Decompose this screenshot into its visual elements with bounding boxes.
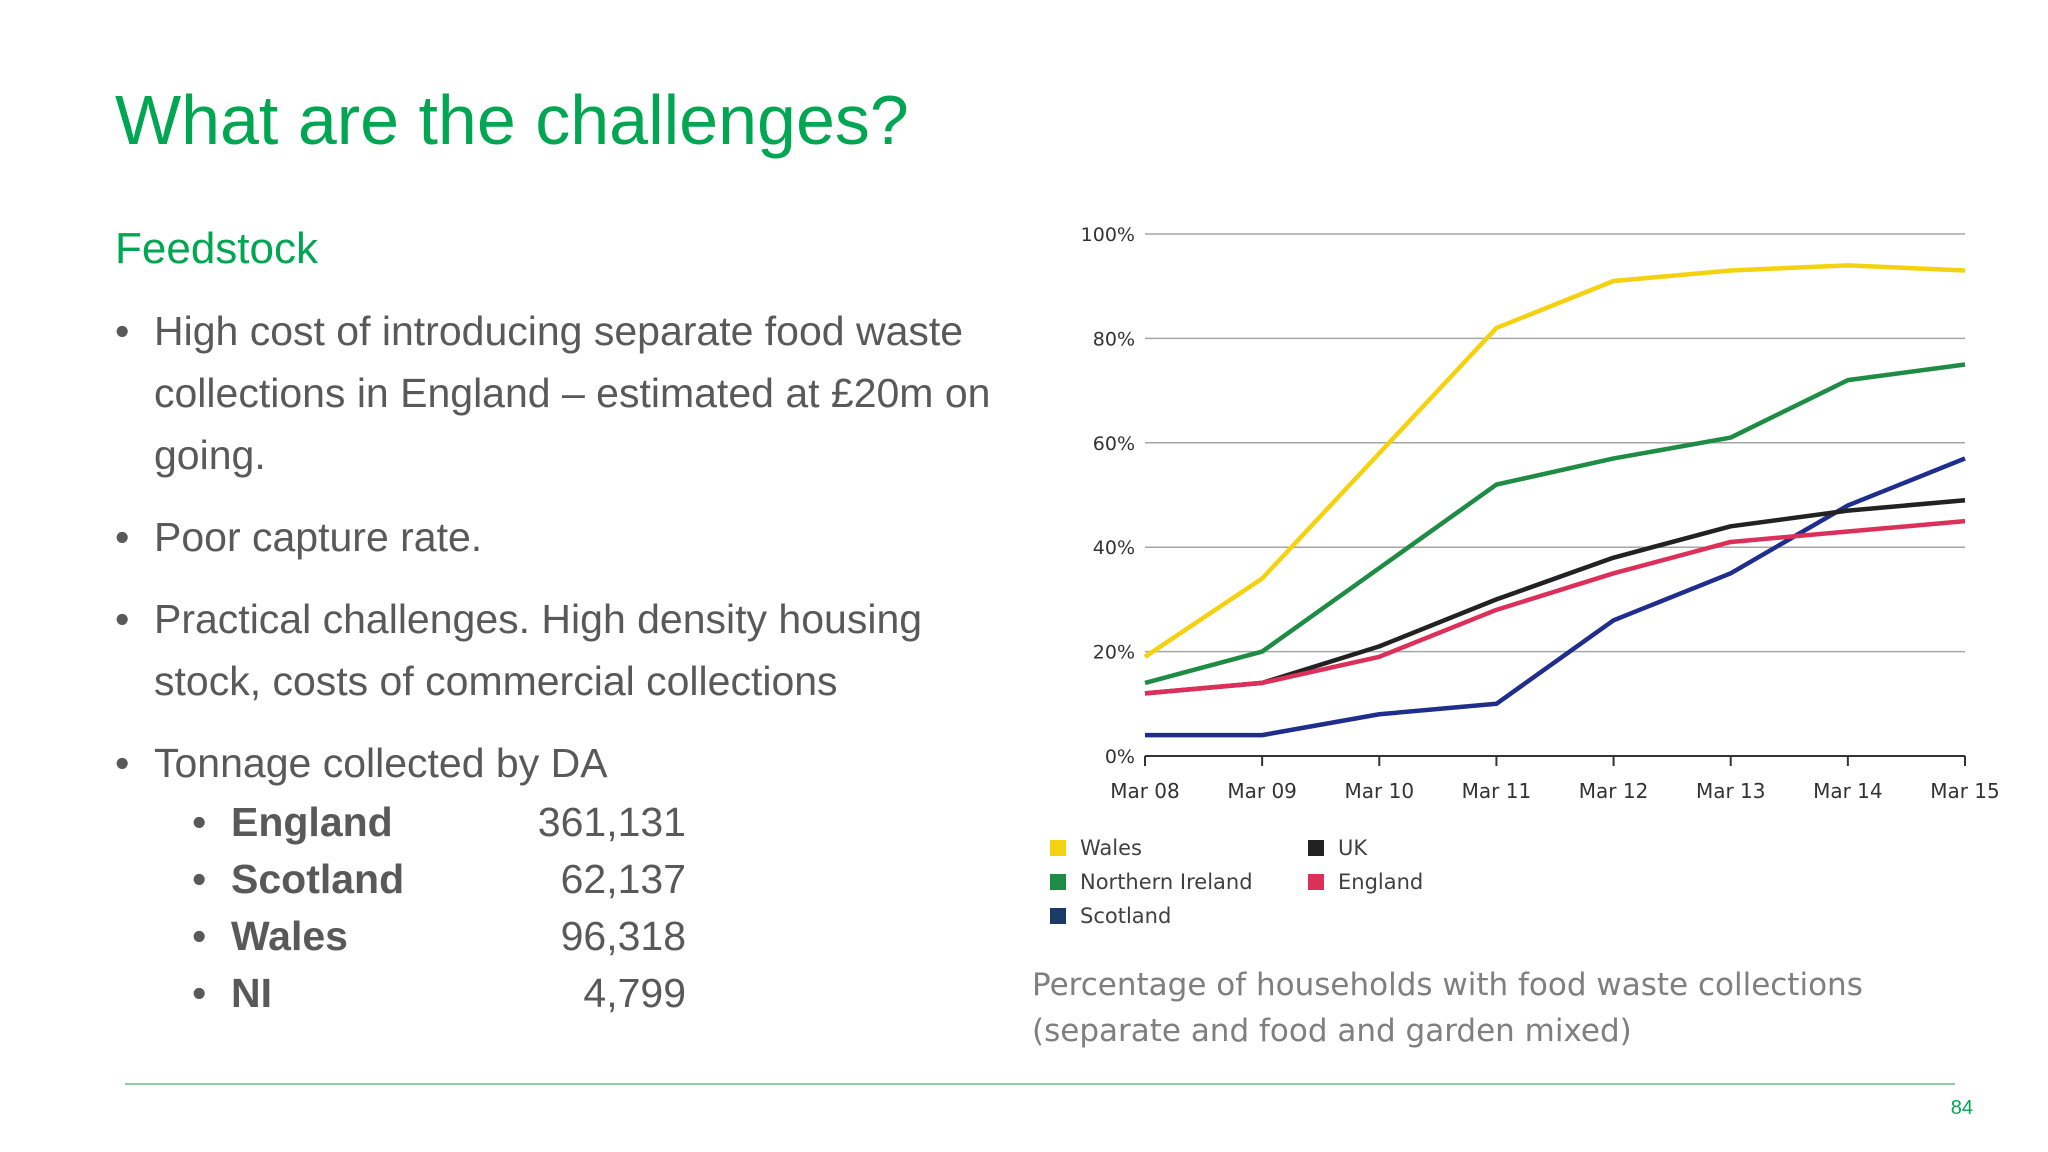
tonnage-region: England — [231, 799, 393, 845]
y-tick-label: 40% — [1093, 537, 1135, 559]
legend-swatch — [1050, 840, 1066, 856]
x-tick-label: Mar 12 — [1579, 779, 1649, 803]
x-tick-label: Mar 14 — [1813, 779, 1883, 803]
page-number: 84 — [1950, 1097, 1973, 1119]
series-line-wales — [1143, 263, 1966, 659]
tonnage-value: 4,799 — [583, 970, 686, 1016]
legend-label: Scotland — [1080, 904, 1172, 928]
tonnage-value: 96,318 — [560, 913, 686, 959]
x-tick-label: Mar 10 — [1345, 779, 1415, 803]
legend-label: Northern Ireland — [1080, 870, 1253, 894]
y-tick-label: 100% — [1081, 224, 1135, 246]
tonnage-row: England 361,131 — [192, 794, 1015, 851]
legend-swatch — [1308, 874, 1324, 890]
bullet-list: High cost of introducing separate food w… — [115, 300, 1015, 1022]
bullet-text: High cost of introducing separate food w… — [154, 308, 991, 478]
bullet-item: Tonnage collected by DA England 361,131 S… — [115, 732, 1015, 1022]
series-line-england — [1144, 518, 1966, 696]
legend-item: Wales — [1050, 836, 1142, 860]
bullet-item: High cost of introducing separate food w… — [115, 300, 1015, 486]
footer-divider — [125, 1083, 1955, 1085]
legend-swatch — [1308, 840, 1324, 856]
legend-item: England — [1308, 870, 1423, 894]
chart-legend: Wales UK Northern Ireland England Scotland — [1050, 836, 1570, 946]
tonnage-row: NI 4,799 — [192, 965, 1015, 1022]
bullet-item: Practical challenges. High density housi… — [115, 588, 1015, 712]
tonnage-value: 361,131 — [537, 799, 686, 845]
legend-label: UK — [1338, 836, 1368, 860]
bullet-text: Tonnage collected by DA — [154, 740, 608, 786]
tonnage-value: 62,137 — [560, 856, 686, 902]
legend-label: Wales — [1080, 836, 1142, 860]
bullet-text: Poor capture rate. — [154, 514, 483, 560]
legend-label: England — [1338, 870, 1424, 894]
tonnage-row: Scotland 62,137 — [192, 851, 1015, 908]
tonnage-list: England 361,131 Scotland 62,137 Wales 96,31… — [154, 794, 1015, 1022]
y-tick-label: 0% — [1105, 746, 1135, 768]
tonnage-region: NI — [231, 970, 272, 1016]
section-subtitle: Feedstock — [115, 224, 318, 273]
x-tick-label: Mar 08 — [1110, 779, 1180, 803]
legend-item: Scotland — [1050, 904, 1171, 928]
tonnage-row: Wales 96,318 — [192, 908, 1015, 965]
legend-item: Northern Ireland — [1050, 870, 1253, 894]
tonnage-region: Scotland — [231, 856, 405, 902]
chart-caption: Percentage of households with food waste… — [1032, 967, 1863, 1049]
x-tick-label: Mar 13 — [1696, 779, 1766, 803]
bullet-text: Practical challenges. High density housi… — [154, 596, 923, 704]
chart-svg: 0% 20% 40% 60% 80% 100% Mar 08 Mar 09 Mar 10 Mar … — [1081, 224, 2000, 803]
line-chart: 0% 20% 40% 60% 80% 100% Mar 08 Mar 09 Mar 10 Mar … — [1030, 210, 2030, 850]
x-tick-label: Mar 15 — [1930, 779, 2000, 803]
x-tick-label: Mar 11 — [1462, 779, 1532, 803]
slide-title: What are the challenges? — [115, 81, 909, 159]
legend-swatch — [1050, 874, 1066, 890]
y-tick-label: 20% — [1093, 642, 1135, 664]
y-tick-label: 80% — [1093, 328, 1135, 350]
y-tick-label: 60% — [1093, 433, 1135, 455]
series-line-scotland — [1145, 456, 1966, 738]
tonnage-region: Wales — [231, 913, 348, 959]
legend-item: UK — [1308, 836, 1367, 860]
legend-swatch — [1050, 908, 1066, 924]
x-tick-label: Mar 09 — [1227, 779, 1297, 803]
bullet-item: Poor capture rate. — [115, 506, 1015, 568]
series-line-northern-ireland — [1144, 362, 1966, 686]
